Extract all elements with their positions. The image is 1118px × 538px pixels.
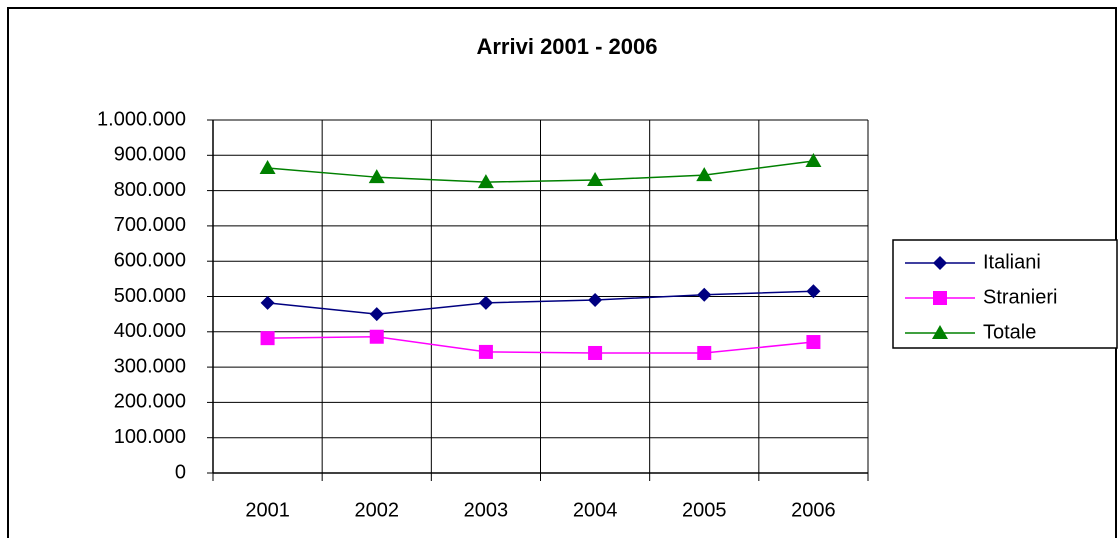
y-tick-label: 600.000: [114, 249, 186, 271]
marker: [587, 172, 604, 187]
series-line: [267, 290, 814, 315]
x-tick-label: 2001: [245, 499, 290, 521]
marker: [588, 293, 603, 308]
y-tick-label: 900.000: [114, 144, 186, 166]
marker: [369, 329, 384, 344]
marker: [933, 256, 947, 270]
marker: [806, 335, 821, 350]
marker: [368, 169, 385, 184]
marker: [697, 287, 712, 302]
x-tick-label: 2006: [791, 499, 836, 521]
x-tick-label: 2005: [682, 499, 727, 521]
legend-label: Italiani: [983, 251, 1041, 273]
x-tick-label: 2004: [573, 499, 618, 521]
x-tick-label: 2003: [464, 499, 509, 521]
legend-label: Totale: [983, 321, 1036, 343]
legend-box: [892, 239, 1118, 349]
y-tick-label: 400.000: [114, 320, 186, 342]
marker: [478, 295, 493, 310]
y-tick-label: 300.000: [114, 355, 186, 377]
series-line: [267, 335, 814, 354]
legend-label: Stranieri: [983, 286, 1057, 308]
marker: [369, 307, 384, 322]
marker: [933, 291, 947, 305]
marker: [696, 167, 713, 182]
y-tick-label: 800.000: [114, 179, 186, 201]
marker: [259, 160, 276, 175]
x-tick-label: 2002: [355, 499, 400, 521]
marker: [477, 174, 494, 189]
y-tick-label: 100.000: [114, 426, 186, 448]
marker: [805, 152, 822, 167]
marker: [806, 284, 821, 299]
marker: [932, 325, 948, 339]
y-tick-label: 200.000: [114, 391, 186, 413]
chart-title: Arrivi 2001 - 2006: [476, 34, 657, 59]
series-line: [267, 160, 814, 183]
marker: [697, 345, 712, 360]
y-tick-label: 500.000: [114, 285, 186, 307]
marker: [588, 345, 603, 360]
y-tick-label: 1.000.000: [97, 108, 186, 130]
y-tick-label: 700.000: [114, 214, 186, 236]
marker: [478, 344, 493, 359]
marker: [260, 295, 275, 310]
y-tick-label: 0: [175, 461, 186, 483]
marker: [260, 331, 275, 346]
